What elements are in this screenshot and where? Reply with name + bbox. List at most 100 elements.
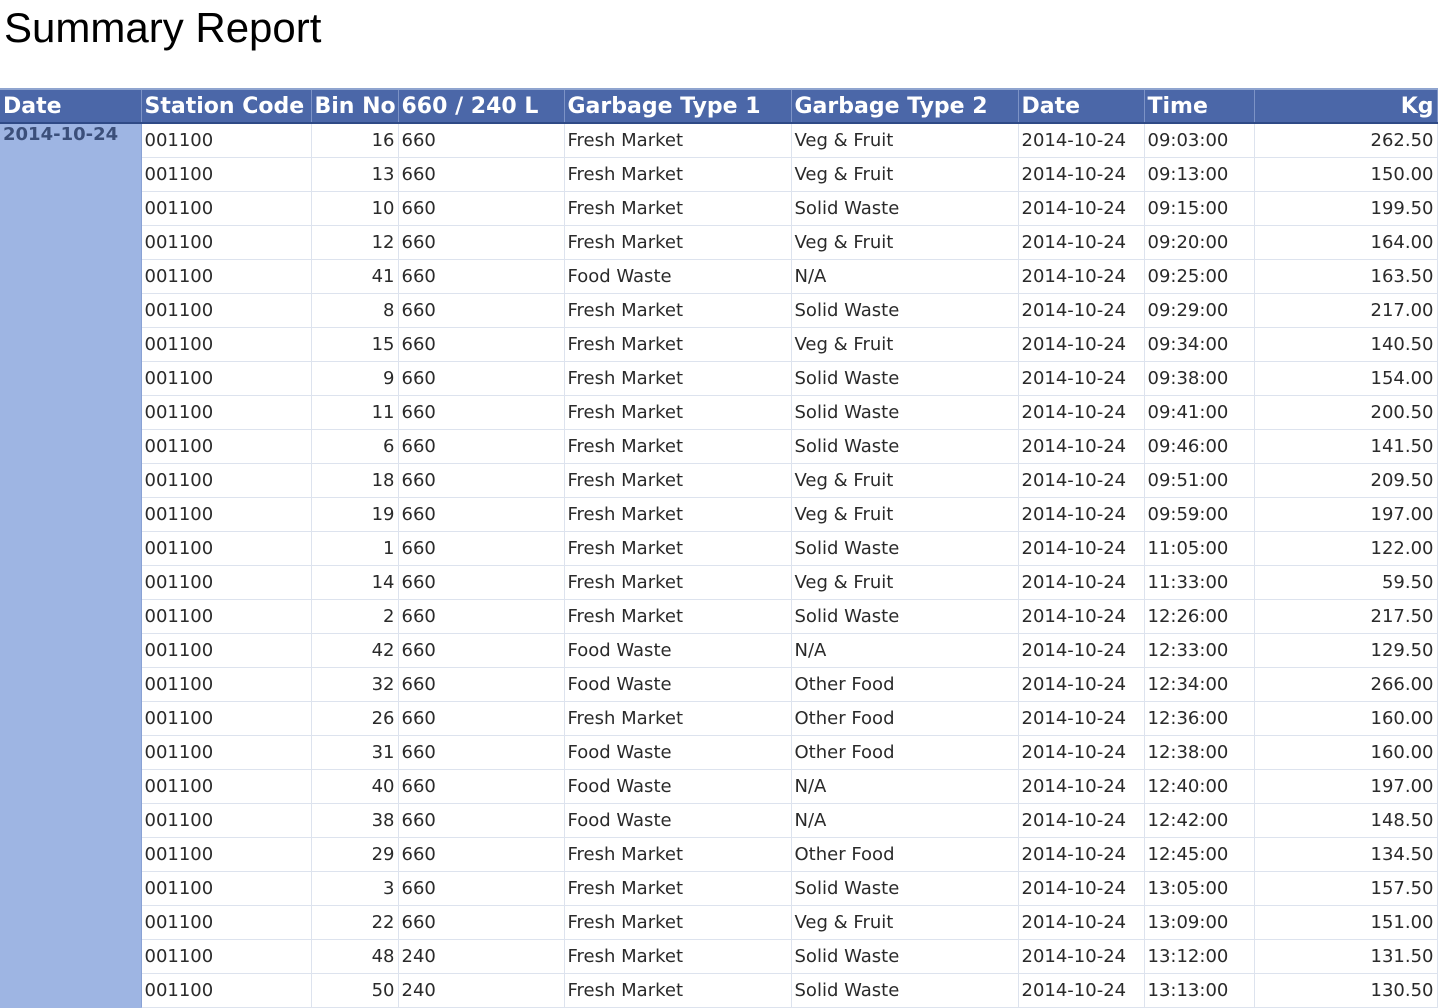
- kg-cell: 140.50: [1254, 327, 1438, 362]
- bin-no-cell: 3: [311, 871, 399, 906]
- date-cell: 2014-10-24: [1018, 259, 1145, 294]
- garbage-type-2-cell: Solid Waste: [791, 361, 1019, 396]
- date-cell: 2014-10-24: [1018, 803, 1145, 838]
- date-cell: 2014-10-24: [1018, 939, 1145, 974]
- table-row: 001100 41 660 Food Waste N/A 2014-10-24 09:25:…: [0, 259, 1438, 294]
- date-cell: 2014-10-24: [1018, 123, 1145, 158]
- column-header-bin-no[interactable]: Bin No: [311, 88, 399, 124]
- table-row: 2014-10-24 001100 16 660 Fresh Market Veg & F…: [0, 123, 1438, 1008]
- garbage-type-1-cell: Fresh Market: [564, 871, 792, 906]
- page-title: Summary Report: [4, 4, 322, 51]
- column-header-date[interactable]: Date: [0, 88, 142, 124]
- bin-size-cell: 660: [398, 395, 565, 430]
- column-header-kg[interactable]: Kg: [1254, 88, 1438, 124]
- garbage-type-1-cell: Food Waste: [564, 667, 792, 702]
- date-cell: 2014-10-24: [1018, 565, 1145, 600]
- bin-no-cell: 1: [311, 531, 399, 566]
- garbage-type-2-cell: Solid Waste: [791, 293, 1019, 328]
- table-row: 001100 15 660 Fresh Market Veg & Fruit 2014-1…: [0, 327, 1438, 362]
- date-cell: 2014-10-24: [1018, 395, 1145, 430]
- date-cell: 2014-10-24: [1018, 599, 1145, 634]
- garbage-type-2-cell: Veg & Fruit: [791, 123, 1019, 158]
- station-code-cell: 001100: [141, 667, 312, 702]
- station-code-cell: 001100: [141, 293, 312, 328]
- station-code-cell: 001100: [141, 497, 312, 532]
- bin-no-cell: 16: [311, 123, 399, 158]
- bin-size-cell: 660: [398, 667, 565, 702]
- table-row: 001100 12 660 Fresh Market Veg & Fruit 2014-1…: [0, 225, 1438, 260]
- kg-cell: 151.00: [1254, 905, 1438, 940]
- kg-cell: 199.50: [1254, 191, 1438, 226]
- station-code-cell: 001100: [141, 429, 312, 464]
- bin-size-cell: 660: [398, 327, 565, 362]
- column-header-station-code[interactable]: Station Code: [141, 88, 312, 124]
- kg-cell: 160.00: [1254, 735, 1438, 770]
- bin-no-cell: 8: [311, 293, 399, 328]
- time-cell: 09:59:00: [1144, 497, 1255, 532]
- station-code-cell: 001100: [141, 633, 312, 668]
- garbage-type-1-cell: Fresh Market: [564, 599, 792, 634]
- station-code-cell: 001100: [141, 225, 312, 260]
- garbage-type-2-cell: N/A: [791, 803, 1019, 838]
- table-row: 001100 26 660 Fresh Market Other Food 2014-10…: [0, 701, 1438, 736]
- column-header-record-date[interactable]: Date: [1018, 88, 1145, 124]
- time-cell: 12:34:00: [1144, 667, 1255, 702]
- column-header-bin-size[interactable]: 660 / 240 L: [398, 88, 565, 124]
- bin-no-cell: 40: [311, 769, 399, 804]
- time-cell: 12:45:00: [1144, 837, 1255, 872]
- station-code-cell: 001100: [141, 327, 312, 362]
- bin-size-cell: 660: [398, 191, 565, 226]
- bin-no-cell: 41: [311, 259, 399, 294]
- table-row: 001100 42 660 Food Waste N/A 2014-10-24 12:33:…: [0, 633, 1438, 668]
- garbage-type-1-cell: Fresh Market: [564, 463, 792, 498]
- date-cell: 2014-10-24: [1018, 701, 1145, 736]
- garbage-type-2-cell: Veg & Fruit: [791, 327, 1019, 362]
- garbage-type-1-cell: Fresh Market: [564, 293, 792, 328]
- table-row: 001100 14 660 Fresh Market Veg & Fruit 2014-1…: [0, 565, 1438, 600]
- table-row: 001100 3 660 Fresh Market Solid Waste 2014-10…: [0, 871, 1438, 906]
- garbage-type-1-cell: Fresh Market: [564, 905, 792, 940]
- garbage-type-2-cell: Other Food: [791, 701, 1019, 736]
- time-cell: 12:38:00: [1144, 735, 1255, 770]
- garbage-type-1-cell: Fresh Market: [564, 429, 792, 464]
- bin-size-cell: 660: [398, 463, 565, 498]
- garbage-type-2-cell: Solid Waste: [791, 429, 1019, 464]
- garbage-type-2-cell: Other Food: [791, 837, 1019, 872]
- bin-size-cell: 660: [398, 837, 565, 872]
- table-row: 001100 11 660 Fresh Market Solid Waste 2014-1…: [0, 395, 1438, 430]
- column-header-time[interactable]: Time: [1144, 88, 1255, 124]
- station-code-cell: 001100: [141, 803, 312, 838]
- bin-no-cell: 15: [311, 327, 399, 362]
- column-header-garbage-type-2[interactable]: Garbage Type 2: [791, 88, 1019, 124]
- bin-size-cell: 660: [398, 701, 565, 736]
- station-code-cell: 001100: [141, 463, 312, 498]
- time-cell: 09:20:00: [1144, 225, 1255, 260]
- bin-no-cell: 48: [311, 939, 399, 974]
- date-cell: 2014-10-24: [1018, 633, 1145, 668]
- kg-cell: 217.50: [1254, 599, 1438, 634]
- station-code-cell: 001100: [141, 395, 312, 430]
- date-cell: 2014-10-24: [1018, 973, 1145, 1008]
- bin-size-cell: 660: [398, 633, 565, 668]
- bin-no-cell: 13: [311, 157, 399, 192]
- garbage-type-1-cell: Food Waste: [564, 259, 792, 294]
- kg-cell: 131.50: [1254, 939, 1438, 974]
- garbage-type-2-cell: Veg & Fruit: [791, 463, 1019, 498]
- time-cell: 09:15:00: [1144, 191, 1255, 226]
- kg-cell: 150.00: [1254, 157, 1438, 192]
- station-code-cell: 001100: [141, 905, 312, 940]
- kg-cell: 164.00: [1254, 225, 1438, 260]
- garbage-type-1-cell: Food Waste: [564, 633, 792, 668]
- column-header-garbage-type-1[interactable]: Garbage Type 1: [564, 88, 792, 124]
- table-row: 001100 2 660 Fresh Market Solid Waste 2014-10…: [0, 599, 1438, 634]
- date-cell: 2014-10-24: [1018, 871, 1145, 906]
- time-cell: 12:42:00: [1144, 803, 1255, 838]
- time-cell: 13:05:00: [1144, 871, 1255, 906]
- station-code-cell: 001100: [141, 361, 312, 396]
- garbage-type-1-cell: Fresh Market: [564, 327, 792, 362]
- garbage-type-1-cell: Fresh Market: [564, 123, 792, 158]
- date-cell: 2014-10-24: [1018, 225, 1145, 260]
- kg-cell: 209.50: [1254, 463, 1438, 498]
- time-cell: 09:13:00: [1144, 157, 1255, 192]
- garbage-type-2-cell: Solid Waste: [791, 599, 1019, 634]
